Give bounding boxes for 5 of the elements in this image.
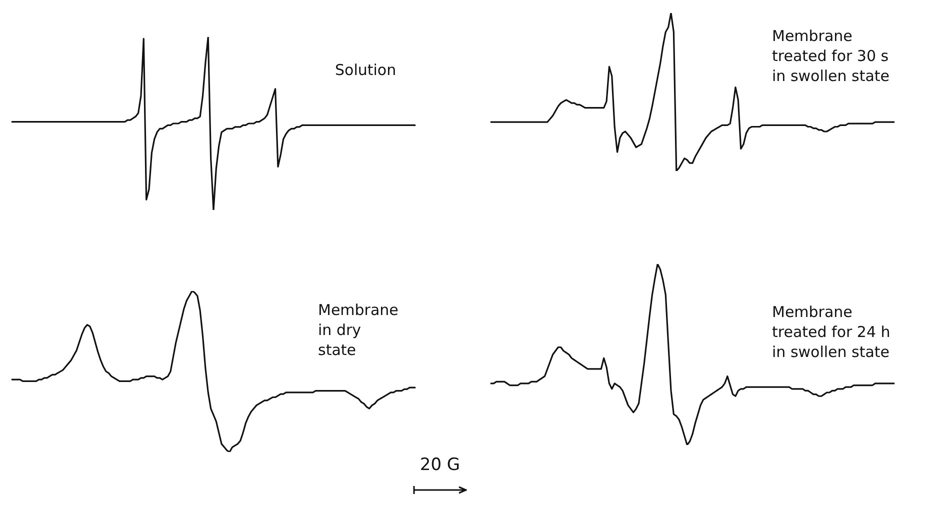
text: 20 G [418,455,462,475]
text: Membrane in dry state [318,300,398,360]
text: Membrane treated for 24 h in swollen state [772,302,890,362]
text: Membrane treated for 30 s in swollen state [772,26,890,86]
text: Solution [335,60,396,80]
